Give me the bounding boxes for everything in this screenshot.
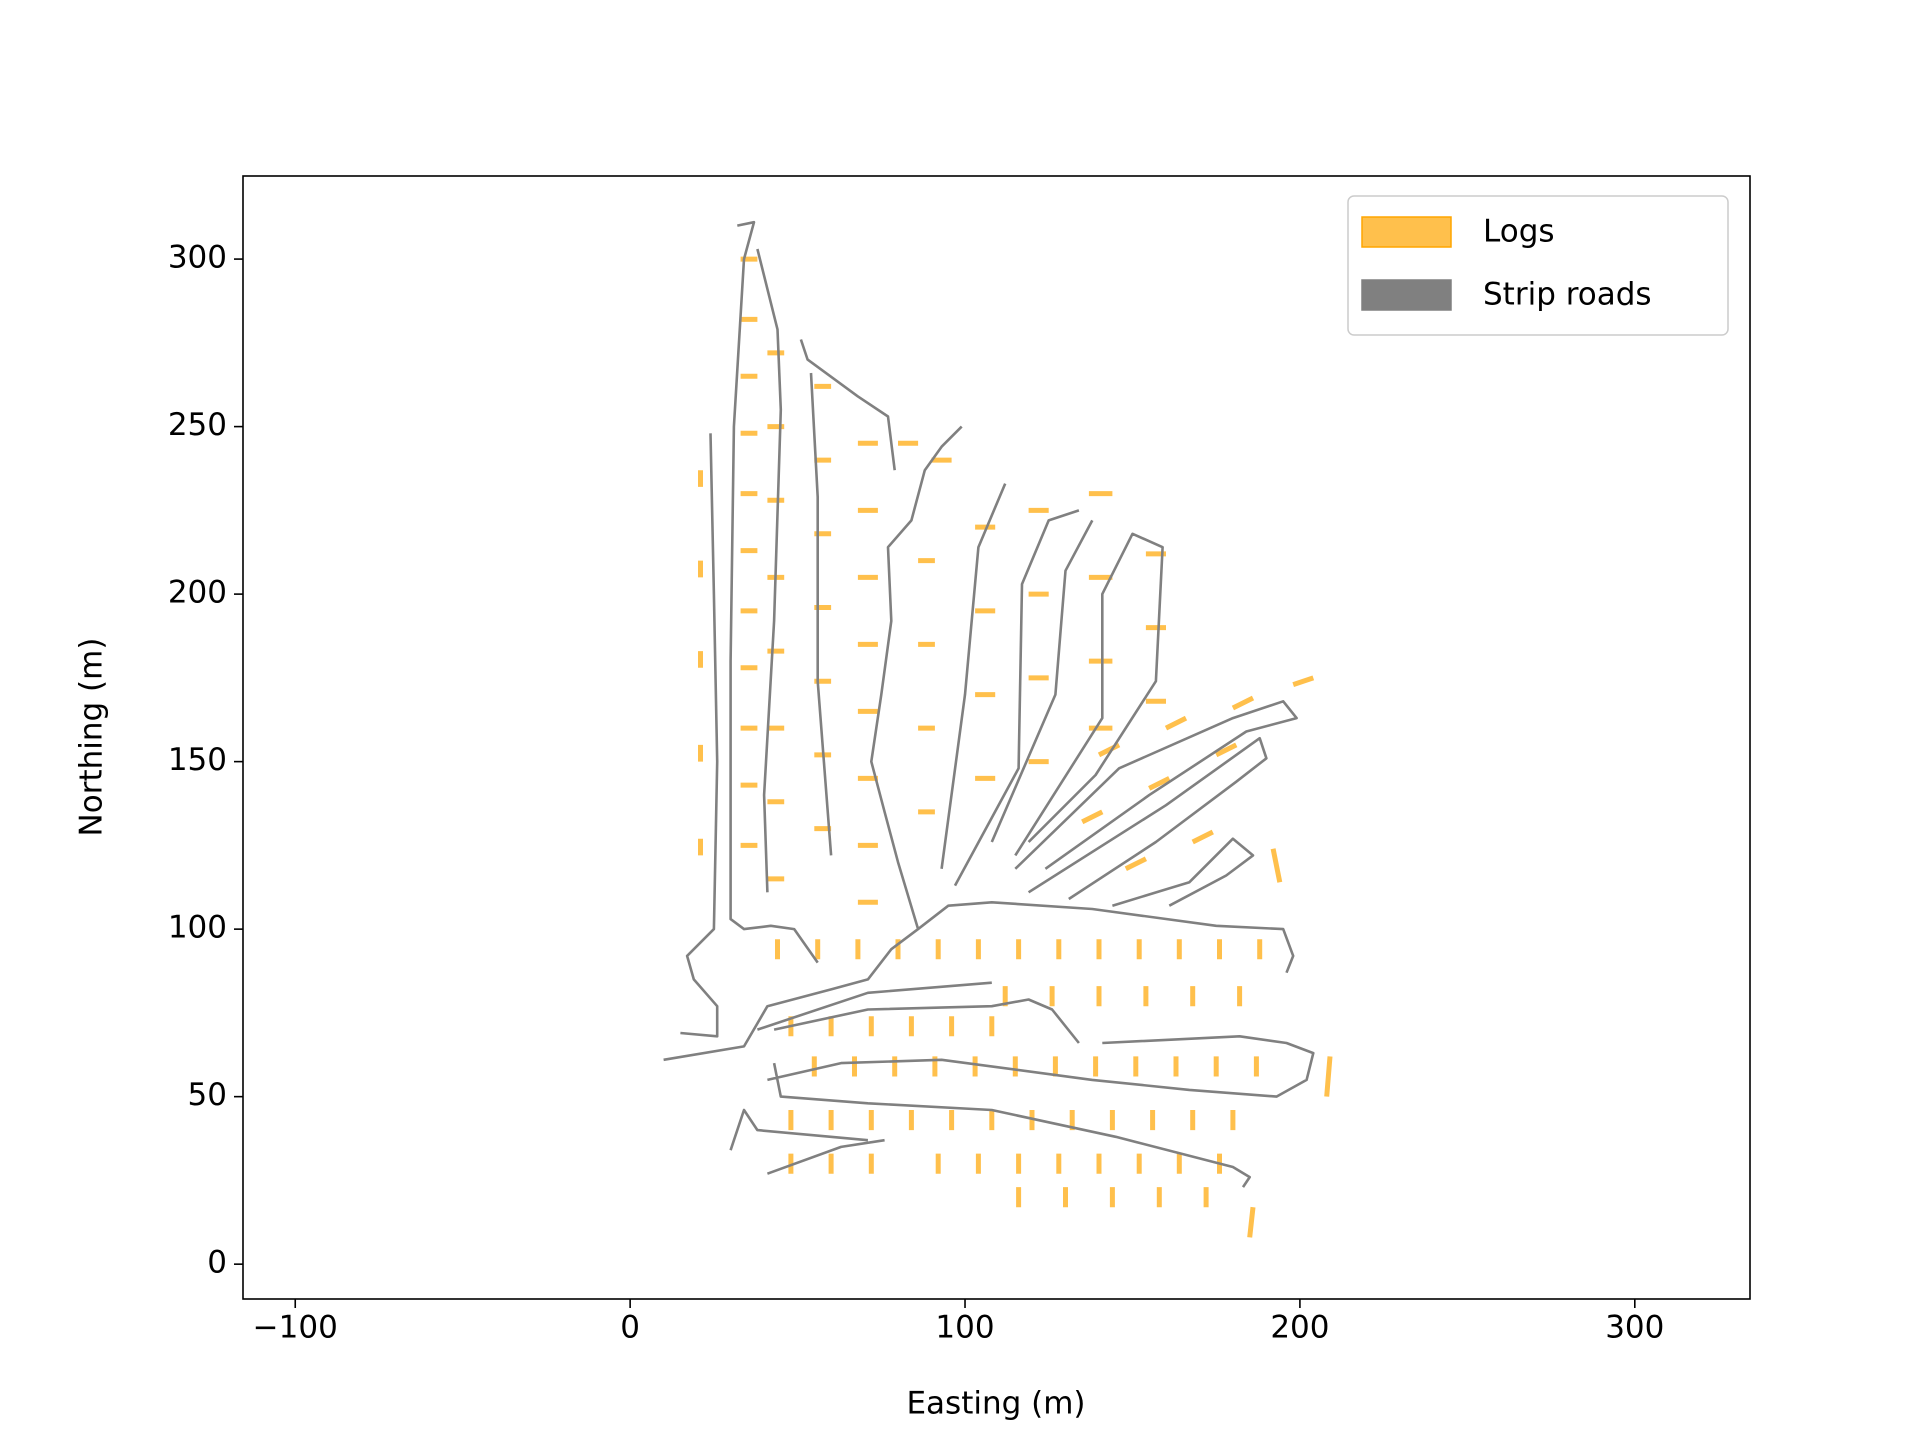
x-axis-label: Easting (m) [906,1386,1085,1422]
x-tick-label: 0 [620,1310,640,1346]
axes-frame [242,175,1751,1300]
strip-road [663,220,1315,1188]
legend-label: Logs [1483,214,1555,250]
plot-area [663,220,1333,1238]
legend: Logs Strip roads [1347,195,1729,336]
log-segments [698,256,1333,1238]
x-tick-label: 300 [1605,1310,1664,1346]
y-tick-label: 250 [168,407,227,443]
legend-swatch [1361,279,1452,311]
legend-swatch [1361,216,1452,248]
x-tick-label: −100 [253,1310,338,1346]
y-tick-label: 300 [168,240,227,276]
y-axis-label: Northing (m) [74,638,110,837]
y-tick-label: 0 [207,1245,227,1281]
y-tick-label: 50 [188,1077,227,1113]
x-tick-label: 100 [935,1310,994,1346]
y-tick-label: 150 [168,742,227,778]
x-tick-label: 200 [1270,1310,1329,1346]
y-tick-label: 200 [168,575,227,611]
legend-label: Strip roads [1483,277,1652,313]
y-tick-label: 100 [168,910,227,946]
